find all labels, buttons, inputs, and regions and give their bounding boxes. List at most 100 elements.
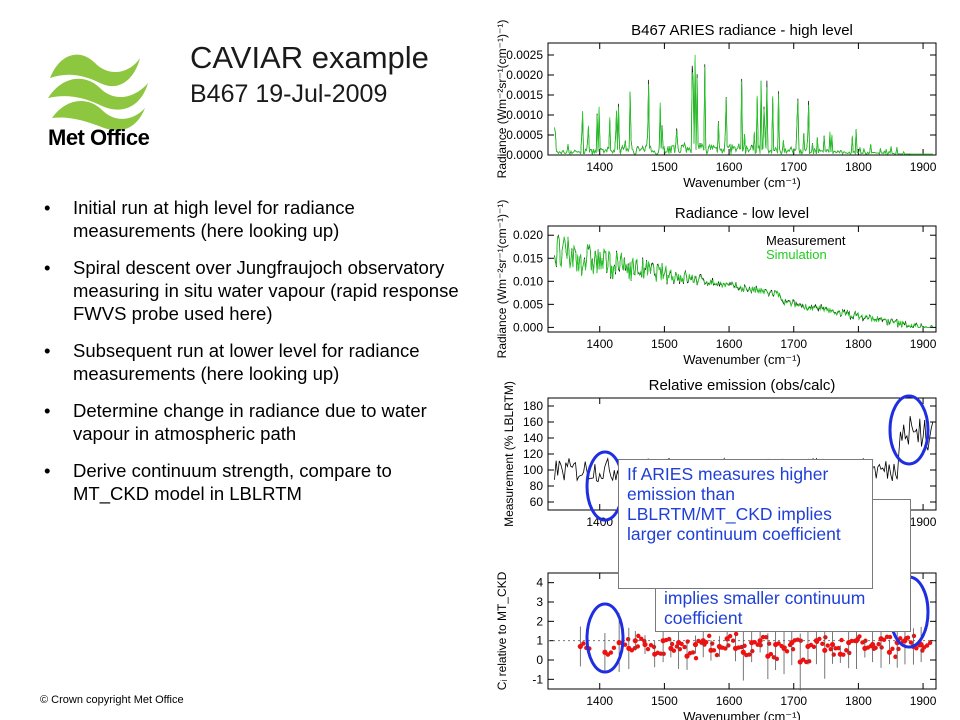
y-tick-label: 60 <box>530 495 544 509</box>
chart-title: B467 ARIES radiance - high level <box>631 22 853 39</box>
chart-title: Relative emission (obs/calc) <box>649 377 836 394</box>
data-point <box>750 648 755 654</box>
data-point <box>651 644 657 650</box>
data-point <box>870 641 876 648</box>
y-tick-label: 0.0000 <box>506 148 543 162</box>
page-title: CAVIAR example <box>190 40 429 75</box>
data-point <box>642 641 648 648</box>
x-axis-label: Wavenumber (cm⁻¹) <box>683 352 801 367</box>
x-tick-label: 1700 <box>780 694 807 708</box>
data-point <box>876 641 881 647</box>
data-point <box>704 640 709 645</box>
chart-panel-high-level: B467 ARIES radiance - high level 0.0000 0.… <box>495 20 937 190</box>
data-point <box>776 641 781 646</box>
data-point <box>890 646 895 651</box>
data-point <box>733 631 739 637</box>
legend-measurement: Measurement <box>766 233 846 248</box>
data-point <box>927 640 933 645</box>
data-point <box>820 641 825 647</box>
y-tick-label: 0.0015 <box>506 88 543 102</box>
chart-title: Radiance - low level <box>675 205 809 222</box>
bullet-item: Spiral descent over Jungfraujoch observa… <box>40 256 470 325</box>
data-point <box>645 646 651 652</box>
y-tick-label: 80 <box>530 479 544 493</box>
copyright: © Crown copyright Met Office <box>40 694 184 706</box>
data-point <box>857 634 862 639</box>
data-point <box>784 649 790 654</box>
x-tick-label: 1600 <box>716 694 743 708</box>
data-point <box>685 639 690 644</box>
data-point <box>911 633 917 639</box>
logo-text: Met Office <box>48 125 150 150</box>
y-tick-label: 0.0010 <box>506 108 543 122</box>
data-point <box>798 638 803 643</box>
y-tick-label: 140 <box>523 431 543 445</box>
data-point <box>682 644 687 650</box>
data-point <box>914 646 919 651</box>
x-tick-label: 1800 <box>845 337 872 351</box>
y-tick-label: 160 <box>523 415 543 429</box>
x-tick-label: 1400 <box>586 337 613 351</box>
data-point <box>671 648 677 653</box>
plot-frame <box>547 42 937 156</box>
bullet-item: Derive continuum strength, compare to MT… <box>40 459 470 505</box>
y-tick-label: -1 <box>532 672 543 686</box>
data-point <box>768 651 774 657</box>
y-tick-label: 2 <box>536 614 543 628</box>
data-point <box>581 641 586 646</box>
data-point <box>730 638 736 643</box>
x-tick-label: 1900 <box>910 160 937 174</box>
data-point <box>863 638 868 643</box>
data-point <box>908 640 914 645</box>
data-point <box>918 641 924 648</box>
data-point <box>801 657 806 662</box>
y-axis-label: Measurement (% LBLRTM) <box>502 381 516 527</box>
highlight-circle <box>585 602 625 674</box>
data-point <box>632 638 638 644</box>
y-axis-label: Radiance (Wm⁻²sr⁻¹(cm⁻¹)⁻¹) <box>495 20 509 179</box>
data-point <box>690 650 696 655</box>
y-tick-label: 1 <box>536 634 543 648</box>
data-point <box>829 641 836 648</box>
data-point <box>886 649 893 655</box>
plot-frame <box>547 225 937 333</box>
x-tick-label: 1500 <box>651 694 678 708</box>
y-tick-label: 4 <box>536 576 543 590</box>
data-point <box>873 645 878 651</box>
data-point <box>674 644 680 649</box>
data-point <box>898 636 903 641</box>
series-simulation <box>554 235 933 329</box>
series-measurement <box>554 234 934 329</box>
y-tick-label: 100 <box>523 463 543 477</box>
data-point <box>817 636 822 642</box>
data-point <box>844 648 849 653</box>
data-point <box>781 645 787 652</box>
y-tick-label: 0.020 <box>513 228 543 242</box>
y-axis-label: Radiance (Wm⁻²sr⁻¹(cm⁻¹)⁻¹) <box>495 200 509 359</box>
data-point <box>666 636 672 642</box>
data-point <box>707 633 712 639</box>
data-point <box>879 645 884 650</box>
data-point <box>714 652 720 658</box>
data-point <box>679 641 684 647</box>
y-tick-label: 0.000 <box>513 320 543 334</box>
data-point <box>757 638 763 644</box>
annotation-higher-emission: If ARIES measures higher emission than L… <box>618 459 873 589</box>
data-point <box>758 643 763 648</box>
data-point <box>881 637 887 643</box>
data-point <box>825 643 830 648</box>
data-point <box>636 633 641 639</box>
x-tick-label: 1800 <box>845 160 872 174</box>
data-point <box>853 638 860 644</box>
y-tick-label: 3 <box>536 595 543 609</box>
x-tick-label: 1700 <box>780 337 807 351</box>
x-tick-label: 1700 <box>780 160 807 174</box>
highlight-circle <box>888 394 930 466</box>
data-point <box>740 649 746 655</box>
data-point <box>823 635 828 640</box>
series-simulation <box>554 54 933 156</box>
data-point <box>608 650 614 655</box>
data-point <box>577 643 583 650</box>
chart-panel-low-level: Radiance - low level 0.000 0.005 0.010 0.015… <box>495 200 937 367</box>
